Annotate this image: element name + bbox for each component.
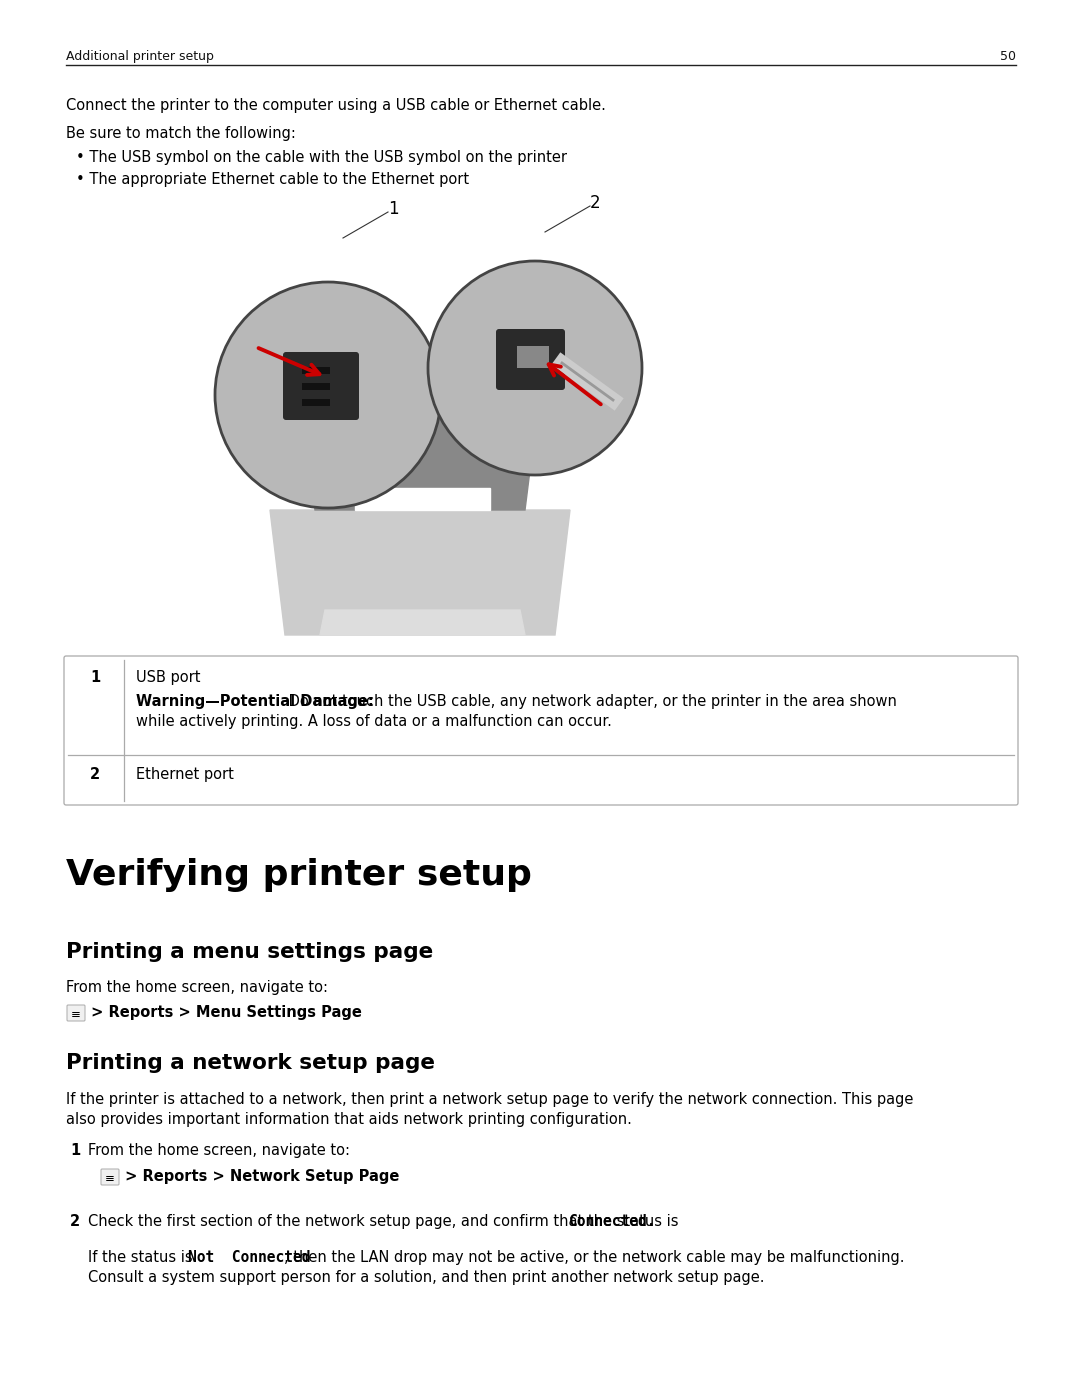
Circle shape [215, 282, 441, 509]
Text: ≡: ≡ [105, 1172, 114, 1185]
Polygon shape [355, 488, 490, 510]
FancyBboxPatch shape [496, 330, 565, 390]
Text: Ethernet port: Ethernet port [136, 767, 234, 782]
Circle shape [428, 261, 642, 475]
FancyBboxPatch shape [64, 657, 1018, 805]
Text: 2: 2 [70, 1214, 80, 1229]
Text: , then the LAN drop may not be active, or the network cable may be malfunctionin: , then the LAN drop may not be active, o… [284, 1250, 905, 1266]
Text: From the home screen, navigate to:: From the home screen, navigate to: [87, 1143, 350, 1158]
Text: From the home screen, navigate to:: From the home screen, navigate to: [66, 981, 328, 995]
Text: 1: 1 [90, 671, 100, 685]
FancyBboxPatch shape [517, 346, 549, 367]
FancyBboxPatch shape [302, 383, 330, 390]
Text: Not  Connected: Not Connected [188, 1250, 310, 1266]
Text: 2: 2 [590, 194, 600, 212]
Text: USB port: USB port [136, 671, 201, 685]
Text: ≡: ≡ [71, 1009, 81, 1021]
Text: > Reports > Menu Settings Page: > Reports > Menu Settings Page [86, 1004, 362, 1020]
Text: Warning—Potential Damage:: Warning—Potential Damage: [136, 694, 374, 710]
FancyBboxPatch shape [67, 1004, 85, 1021]
Text: Consult a system support person for a solution, and then print another network s: Consult a system support person for a so… [87, 1270, 765, 1285]
Polygon shape [270, 510, 570, 636]
Text: Printing a network setup page: Printing a network setup page [66, 1053, 435, 1073]
FancyBboxPatch shape [283, 352, 359, 420]
Text: 1: 1 [388, 200, 399, 218]
Text: If the printer is attached to a network, then print a network setup page to veri: If the printer is attached to a network,… [66, 1092, 914, 1106]
Text: • The appropriate Ethernet cable to the Ethernet port: • The appropriate Ethernet cable to the … [76, 172, 469, 187]
Text: 1: 1 [70, 1143, 80, 1158]
Text: Connected.: Connected. [569, 1214, 657, 1229]
Text: > Reports > Network Setup Page: > Reports > Network Setup Page [120, 1169, 400, 1185]
Text: 2: 2 [90, 767, 100, 782]
Text: while actively printing. A loss of data or a malfunction can occur.: while actively printing. A loss of data … [136, 714, 612, 729]
Text: Verifying printer setup: Verifying printer setup [66, 858, 531, 893]
Text: Additional printer setup: Additional printer setup [66, 50, 214, 63]
Text: also provides important information that aids network printing configuration.: also provides important information that… [66, 1112, 632, 1127]
Text: 50: 50 [1000, 50, 1016, 63]
Text: If the status is: If the status is [87, 1250, 198, 1266]
Text: Connect the printer to the computer using a USB cable or Ethernet cable.: Connect the printer to the computer usin… [66, 98, 606, 113]
Polygon shape [320, 610, 525, 636]
FancyBboxPatch shape [302, 400, 330, 407]
FancyBboxPatch shape [302, 367, 330, 374]
Polygon shape [300, 390, 540, 510]
FancyBboxPatch shape [102, 1169, 119, 1185]
Text: Do not touch the USB cable, any network adapter, or the printer in the area show: Do not touch the USB cable, any network … [283, 694, 896, 710]
Text: Printing a menu settings page: Printing a menu settings page [66, 942, 433, 963]
Text: Be sure to match the following:: Be sure to match the following: [66, 126, 296, 141]
Text: • The USB symbol on the cable with the USB symbol on the printer: • The USB symbol on the cable with the U… [76, 149, 567, 165]
Polygon shape [300, 386, 540, 400]
Text: Check the first section of the network setup page, and confirm that the status i: Check the first section of the network s… [87, 1214, 684, 1229]
